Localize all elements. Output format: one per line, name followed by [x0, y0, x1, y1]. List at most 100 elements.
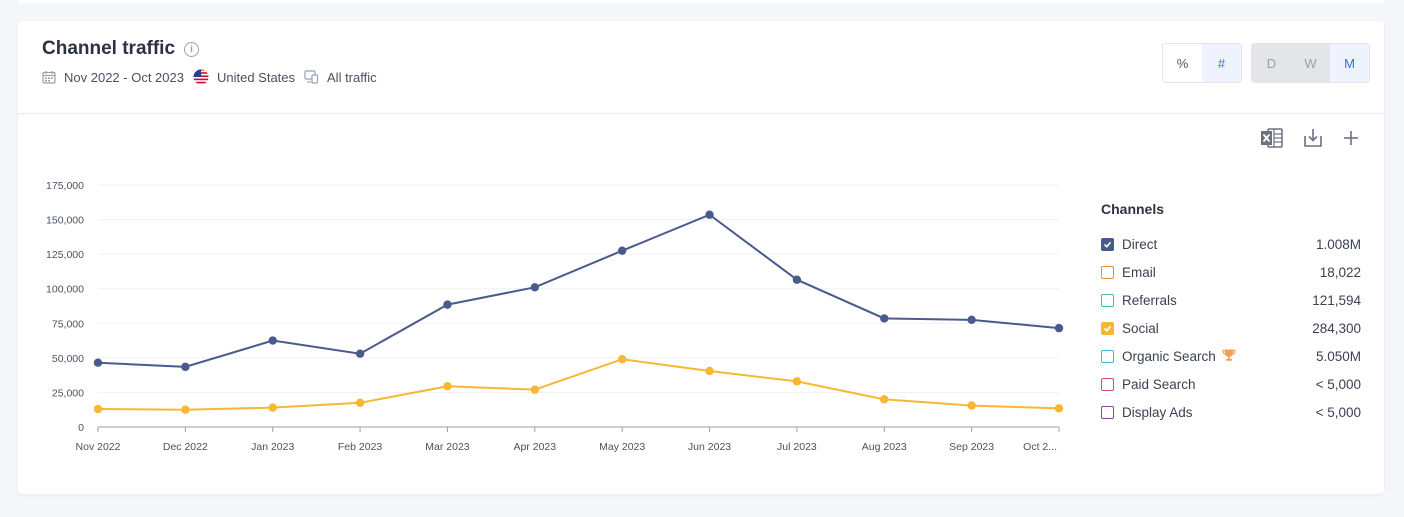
data-point-social[interactable] — [530, 385, 540, 394]
traffic-type-label: All traffic — [327, 69, 377, 85]
number-button[interactable]: # — [1202, 44, 1241, 82]
data-point-social[interactable] — [443, 382, 452, 391]
x-tick-label: Mar 2023 — [425, 441, 470, 453]
data-point-direct[interactable] — [1054, 323, 1064, 333]
country-filter[interactable]: United States — [193, 69, 295, 85]
card-header: Channel traffic i Nov 2022 - Oct 2023 Un… — [18, 21, 1384, 114]
legend-checkbox[interactable] — [1101, 349, 1114, 363]
data-point-direct[interactable] — [617, 246, 627, 255]
x-tick-label: May 2023 — [599, 441, 645, 453]
month-button[interactable]: M — [1330, 44, 1369, 82]
legend-label: Email — [1122, 264, 1156, 280]
x-tick-label: Dec 2022 — [163, 441, 208, 453]
traffic-type-filter[interactable]: All traffic — [304, 70, 377, 85]
chart-toolbar — [1242, 127, 1360, 149]
data-point-direct[interactable] — [181, 362, 190, 372]
info-icon[interactable]: i — [184, 41, 200, 57]
data-point-direct[interactable] — [967, 315, 976, 325]
data-point-social[interactable] — [1054, 404, 1064, 413]
data-point-direct[interactable] — [880, 314, 889, 323]
legend-list: Direct 1.008M Email 18,022 Referrals 121,594 S… — [1101, 230, 1361, 426]
grid-layer — [98, 184, 1059, 428]
x-tick-label: Apr 2023 — [514, 441, 557, 453]
x-tick-label: Sep 2023 — [949, 441, 994, 453]
data-point-direct[interactable] — [355, 349, 365, 358]
y-tick-label: 175,000 — [46, 180, 84, 192]
data-point-direct[interactable] — [530, 283, 540, 292]
y-tick-label: 50,000 — [52, 353, 84, 365]
legend-checkbox[interactable] — [1101, 293, 1114, 307]
data-point-direct[interactable] — [443, 300, 452, 309]
legend-value: < 5,000 — [1315, 404, 1361, 420]
legend-value: 1.008M — [1315, 236, 1361, 252]
y-tick-label: 25,000 — [52, 387, 84, 399]
country-label: United States — [216, 69, 296, 85]
data-point-social[interactable] — [617, 355, 627, 364]
legend-value: 121,594 — [1312, 292, 1361, 308]
top-strip — [18, 0, 1384, 3]
plus-icon[interactable] — [1342, 129, 1360, 147]
legend-checkbox[interactable] — [1101, 377, 1114, 391]
data-point-social[interactable] — [268, 403, 277, 412]
data-point-social[interactable] — [880, 395, 889, 404]
data-point-social[interactable] — [181, 405, 190, 414]
data-point-direct[interactable] — [705, 210, 714, 219]
legend-value: 5.050M — [1315, 348, 1361, 364]
trophy-icon — [1222, 348, 1236, 365]
legend-value: 284,300 — [1312, 320, 1361, 336]
page-title: Channel traffic — [42, 38, 176, 59]
legend-item-display-ads[interactable]: Display Ads < 5,000 — [1101, 398, 1361, 426]
download-icon[interactable] — [1302, 127, 1324, 149]
date-range-filter[interactable]: Nov 2022 - Oct 2023 — [42, 70, 184, 85]
legend-item-email[interactable]: Email 18,022 — [1101, 258, 1361, 286]
legend-item-organic-search[interactable]: Organic Search 5.050M — [1101, 342, 1361, 370]
data-point-direct[interactable] — [268, 336, 277, 345]
x-tick-label: Oct 2... — [1023, 441, 1057, 453]
channels-legend: Channels Direct 1.008M Email 18,022 Referral… — [1101, 201, 1361, 426]
legend-item-direct[interactable]: Direct 1.008M — [1101, 230, 1361, 258]
x-tick-label: Jun 2023 — [688, 441, 731, 453]
y-axis: 0 25,000 50,000 75,000 100,000 125,000 150,000… — [46, 180, 84, 434]
x-tick-label: Feb 2023 — [338, 441, 383, 453]
legend-checkbox[interactable] — [1101, 405, 1114, 419]
week-button[interactable]: W — [1291, 44, 1330, 82]
x-axis: Nov 2022 Dec 2022 Jan 2023 Feb 2023 Mar 2023… — [76, 427, 1060, 453]
y-tick-label: 75,000 — [52, 318, 84, 330]
metric-toggle: % # — [1162, 43, 1242, 83]
y-tick-label: 125,000 — [46, 249, 84, 261]
percent-button[interactable]: % — [1163, 44, 1202, 82]
legend-label: Social — [1122, 320, 1159, 336]
legend-label: Paid Search — [1122, 376, 1196, 392]
x-tick-label: Nov 2022 — [76, 441, 121, 453]
legend-checkbox[interactable] — [1101, 237, 1114, 251]
legend-label: Organic Search — [1122, 348, 1216, 364]
channel-traffic-card: Channel traffic i Nov 2022 - Oct 2023 Un… — [18, 21, 1384, 494]
data-point-social[interactable] — [967, 401, 976, 410]
series-line-direct — [97, 213, 1060, 368]
series-line-social — [97, 358, 1060, 411]
legend-item-paid-search[interactable]: Paid Search < 5,000 — [1101, 370, 1361, 398]
legend-label: Direct — [1122, 236, 1158, 252]
legend-item-referrals[interactable]: Referrals 121,594 — [1101, 286, 1361, 314]
data-point-direct[interactable] — [792, 275, 802, 284]
us-flag-icon — [193, 69, 209, 85]
legend-checkbox[interactable] — [1101, 265, 1114, 279]
excel-export-icon[interactable] — [1260, 127, 1284, 149]
data-point-social[interactable] — [355, 398, 365, 407]
day-button[interactable]: D — [1252, 44, 1291, 82]
legend-checkbox[interactable] — [1101, 321, 1114, 335]
data-point-social[interactable] — [705, 366, 714, 376]
legend-item-social[interactable]: Social 284,300 — [1101, 314, 1361, 342]
data-point-social[interactable] — [792, 377, 802, 386]
legend-label: Referrals — [1122, 292, 1177, 308]
legend-title: Channels — [1101, 201, 1165, 217]
data-point-social[interactable] — [93, 404, 103, 414]
legend-value: 18,022 — [1319, 264, 1361, 280]
calendar-icon — [42, 71, 56, 84]
series-layer — [93, 210, 1064, 414]
data-point-direct[interactable] — [93, 358, 103, 367]
x-tick-label: Aug 2023 — [862, 441, 907, 453]
legend-label: Display Ads — [1122, 404, 1193, 420]
y-tick-label: 100,000 — [46, 284, 84, 296]
x-tick-label: Jan 2023 — [251, 441, 294, 453]
